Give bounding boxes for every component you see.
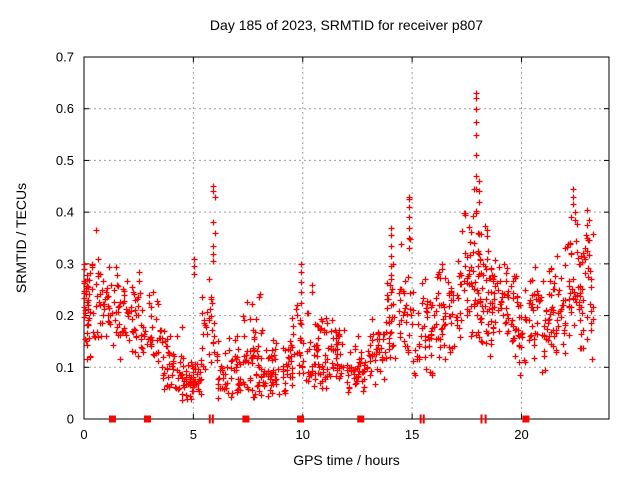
svg-text:0.5: 0.5: [56, 153, 74, 168]
chart-title: Day 185 of 2023, SRMTID for receiver p80…: [209, 17, 484, 33]
svg-text:5: 5: [190, 427, 197, 442]
x-axis-label: GPS time / hours: [293, 452, 400, 468]
svg-text:10: 10: [296, 427, 310, 442]
svg-text:0.7: 0.7: [56, 50, 74, 65]
svg-text:0.2: 0.2: [56, 308, 74, 323]
svg-text:0: 0: [80, 427, 87, 442]
svg-text:15: 15: [405, 427, 419, 442]
svg-text:20: 20: [514, 427, 528, 442]
svg-text:0.6: 0.6: [56, 101, 74, 116]
svg-text:0: 0: [67, 412, 74, 427]
svg-text:0.4: 0.4: [56, 205, 74, 220]
svg-text:0.1: 0.1: [56, 360, 74, 375]
y-axis-label: SRMTID / TECUs: [13, 182, 29, 294]
svg-text:0.3: 0.3: [56, 256, 74, 271]
